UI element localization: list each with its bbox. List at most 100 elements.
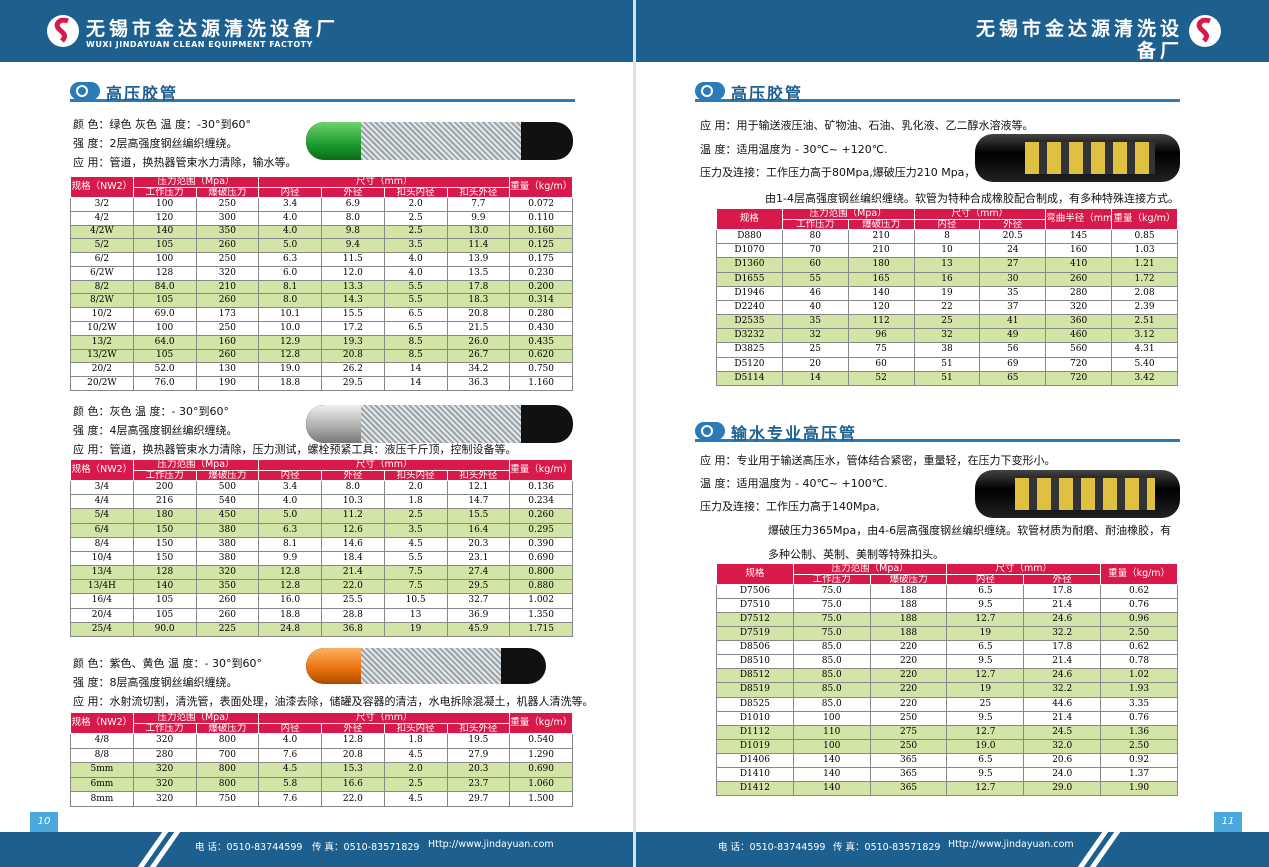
cell: 12.8: [258, 348, 322, 364]
table-row: 13/2W 105 260 12.8 20.8 8.5 26.7 0.620: [70, 348, 573, 364]
cell: D3232: [716, 328, 783, 344]
cell: 28.8: [321, 607, 385, 623]
cell: 3.42: [1111, 370, 1178, 387]
cell: 13.3: [321, 279, 385, 295]
sub-header: 内径: [946, 573, 1025, 585]
table-row: 13/4 128 320 12.8 21.4 7.5 27.4 0.800: [70, 565, 573, 581]
desc-line: 强 度：4层高强度钢丝编织缠绕。: [73, 424, 238, 437]
cell: 18.3: [446, 293, 511, 309]
cell: 8/2: [70, 279, 134, 295]
cell: 320: [195, 565, 260, 581]
cell: D1406: [716, 752, 794, 768]
section-title: 高压胶管: [695, 80, 1180, 103]
cell: 1.90: [1100, 780, 1178, 797]
cell: 410: [1045, 257, 1113, 273]
table-row: 6/2 100 250 6.3 11.5 4.0 13.9 0.175: [70, 252, 573, 267]
desc-line: 应 用：用于输送液压油、矿物油、石油、乳化液、乙二醇水溶液等。: [700, 119, 1034, 132]
cell: 84.0: [132, 279, 197, 295]
cell: 105: [132, 593, 197, 609]
cell: D880: [716, 228, 783, 245]
table-row: D8506 85.0 220 6.5 17.8 0.62: [716, 640, 1178, 656]
cell: 13.0: [446, 224, 511, 240]
cell: 25: [913, 314, 981, 330]
sub-header: 扣头内径: [383, 722, 448, 734]
cell: 0.620: [509, 348, 573, 364]
cell: 210: [847, 243, 915, 259]
cell: 25/4: [70, 621, 134, 638]
cell: 260: [195, 593, 260, 609]
cell: 365: [869, 780, 948, 797]
cell: 1.350: [509, 607, 573, 623]
cell: 0.85: [1111, 228, 1178, 245]
cell: 0.136: [509, 479, 573, 496]
cell: 16.0: [258, 593, 322, 609]
cell: 0.690: [509, 550, 573, 567]
head-row: 规格（NW2） 压力范围（Mpa） 尺寸（mm） 重量（kg/m）: [70, 712, 573, 734]
cell: 12.7: [946, 612, 1025, 628]
cell: 120: [132, 210, 197, 226]
table-row: 10/2 69.0 173 10.1 15.5 6.5 20.8 0.280: [70, 307, 573, 323]
cell: 6.5: [946, 640, 1025, 656]
cell: 140: [847, 285, 915, 301]
cell: 0.96: [1100, 612, 1178, 628]
cell: 0.62: [1100, 640, 1178, 656]
cell: 2.5: [383, 776, 448, 793]
cell: 4.5: [258, 762, 322, 778]
sub-header: 内径: [258, 722, 322, 734]
cell: 6.5: [383, 321, 448, 336]
table-row: 6/2W 128 320 6.0 12.0 4.0 13.5 0.230: [70, 265, 573, 281]
column-header: 规格: [716, 208, 783, 230]
cell: 69: [979, 356, 1047, 372]
cell: 220: [869, 696, 948, 712]
cell: D7506: [716, 583, 794, 600]
cell: 0.690: [509, 762, 573, 778]
cell: 65: [979, 370, 1047, 387]
cell: 23.7: [446, 776, 511, 793]
sub-header: 工作压力: [132, 186, 197, 198]
cell: 220: [869, 640, 948, 656]
cell: 320: [132, 776, 197, 793]
cell: 300: [195, 210, 260, 226]
cell: 1.37: [1100, 766, 1178, 782]
cell: 3/2: [70, 197, 134, 212]
cell: 4.0: [258, 494, 322, 510]
table-row: 4/2W 140 350 4.0 9.8 2.5 13.0 0.160: [70, 224, 573, 240]
table-row: 4/2 120 300 4.0 8.0 2.5 9.9 0.110: [70, 210, 573, 226]
cell: 0.435: [509, 334, 573, 350]
cell: 280: [1045, 285, 1113, 301]
table-head: 规格压力范围（Mpa）尺寸（mm）弯曲半径（mm）重量（kg/m）工作压力爆破压…: [716, 208, 1178, 230]
cell: 2.39: [1111, 299, 1178, 316]
cell: D1019: [716, 738, 794, 754]
cell: 0.280: [509, 307, 573, 323]
cell: 380: [195, 550, 260, 567]
cell: 1.02: [1100, 668, 1178, 684]
cell: 35: [979, 285, 1047, 301]
table-body: D7506 75.0 188 6.5 17.8 0.62 D7510 75.0 188 9.5 21…: [716, 583, 1178, 797]
cell: 19: [913, 285, 981, 301]
cell: 145: [1045, 228, 1113, 245]
cell: 0.390: [509, 536, 573, 552]
cell: 46: [781, 285, 849, 301]
head-row: 规格 压力范围（Mpa） 尺寸（mm） 重量（kg/m）: [716, 563, 1178, 585]
cell: 75.0: [792, 598, 871, 614]
cell: 6/4: [70, 522, 134, 538]
cell: 100: [132, 321, 197, 336]
cell: 380: [195, 536, 260, 552]
cell: 8.1: [258, 536, 322, 552]
cell: 19: [383, 621, 448, 638]
cell: D1360: [716, 257, 783, 273]
sub-header: 爆破压力: [195, 722, 260, 734]
cell: 216: [132, 494, 197, 510]
cell: 140: [792, 766, 871, 782]
cell: 260: [1045, 271, 1113, 287]
cell: 13: [913, 257, 981, 273]
cell: 2.50: [1100, 626, 1178, 642]
cell: 0.314: [509, 293, 573, 309]
cell: 0.800: [509, 565, 573, 581]
cell: 25: [781, 342, 849, 358]
table-row: 13/4H 140 350 12.8 22.0 7.5 29.5 0.880: [70, 579, 573, 595]
company-name: 无锡市金达源清洗设备厂: [975, 18, 1183, 62]
sub-header: 工作压力: [132, 722, 197, 734]
table-head: 规格（NW2） 压力范围（Mpa） 尺寸（mm） 重量（kg/m） 工作压力 爆破压力 内径…: [70, 712, 573, 734]
cell: 0.175: [509, 252, 573, 267]
